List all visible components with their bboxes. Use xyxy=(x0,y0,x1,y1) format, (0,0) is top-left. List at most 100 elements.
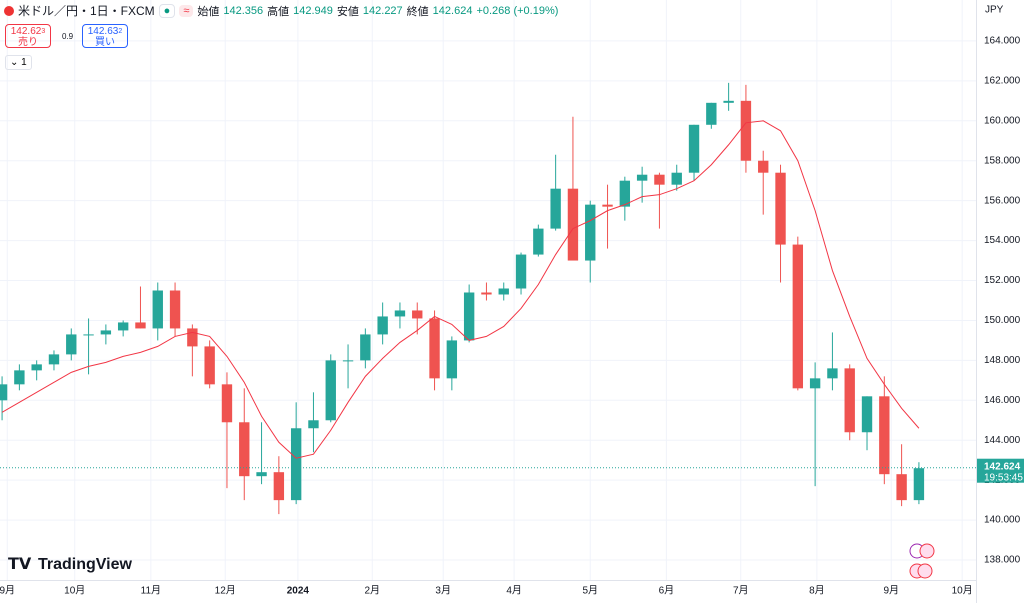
symbol[interactable]: 米ドル／円・1日・FXCM xyxy=(18,4,155,18)
candle-body xyxy=(567,188,579,261)
candle-body xyxy=(377,316,388,335)
y-tick-label: 156.000 xyxy=(984,195,1021,206)
candle-body xyxy=(135,322,146,329)
sell-button[interactable]: 142.623 売り xyxy=(5,24,51,48)
y-tick-label: 154.000 xyxy=(984,235,1021,246)
y-tick-label: 152.000 xyxy=(984,275,1021,286)
x-tick-label: 3月 xyxy=(435,585,451,597)
candle-body xyxy=(896,474,907,501)
candle-body xyxy=(844,368,855,433)
candle-body xyxy=(290,428,302,501)
candle-body xyxy=(619,180,631,207)
candle-body xyxy=(602,204,613,207)
candle-body xyxy=(775,172,786,245)
x-tick-label: 6月 xyxy=(659,585,675,597)
y-tick-label: 148.000 xyxy=(984,355,1021,366)
candle-body xyxy=(861,396,873,433)
candle-body xyxy=(463,292,475,341)
last-price-box xyxy=(977,458,1024,483)
moving-average xyxy=(1,120,920,459)
y-tick-label: 164.000 xyxy=(984,36,1021,47)
y-tick-label: 140.000 xyxy=(984,515,1021,526)
x-tick-label: 2月 xyxy=(364,585,380,597)
candle-body xyxy=(360,334,371,361)
candle-body xyxy=(481,292,492,295)
candle-body xyxy=(740,100,752,161)
x-tick-label: 11月 xyxy=(141,585,161,597)
candle-body xyxy=(429,318,440,379)
candle-body xyxy=(221,384,233,423)
y-tick-label: 150.000 xyxy=(984,315,1021,326)
event-icon[interactable] xyxy=(919,543,935,559)
candle-body xyxy=(48,354,60,365)
logo: TradingView xyxy=(38,556,133,573)
change: +0.268 (+0.19%) xyxy=(476,4,559,17)
y-tick-label: 158.000 xyxy=(984,155,1021,166)
indicator-toggle[interactable]: ⌄ 1 xyxy=(5,55,32,70)
candle-body xyxy=(879,396,890,475)
candle-body xyxy=(169,290,181,329)
sell-label: 売り xyxy=(18,37,38,48)
x-tick-label: 9月 xyxy=(0,585,15,597)
candle-body xyxy=(515,254,527,289)
x-tick-label: 8月 xyxy=(809,585,825,597)
buy-button[interactable]: 142.632 買い xyxy=(82,24,128,48)
high: 142.949 xyxy=(293,4,333,17)
candle-body xyxy=(636,174,648,181)
y-tick-label: 160.000 xyxy=(984,115,1021,126)
indicator-count: 1 xyxy=(21,57,27,68)
x-tick-label: 4月 xyxy=(506,585,522,597)
candle-body xyxy=(723,100,734,103)
sell-price: 142.62 xyxy=(10,26,42,37)
candle-body xyxy=(827,368,838,379)
low-label: 安値 xyxy=(336,5,359,18)
candle-body xyxy=(152,290,163,329)
open: 142.356 xyxy=(223,4,264,17)
candle-body xyxy=(187,328,198,347)
candle-body xyxy=(498,288,509,295)
candle-body xyxy=(671,172,682,185)
y-tick-label: 138.000 xyxy=(984,555,1021,566)
status-button[interactable]: ● xyxy=(158,3,176,18)
low: 142.227 xyxy=(362,4,403,17)
candle-body xyxy=(394,310,406,317)
candle-body xyxy=(809,378,821,389)
candle-body xyxy=(239,422,250,477)
candle-body xyxy=(66,334,77,355)
candle-body xyxy=(273,472,285,501)
close: 142.624 xyxy=(432,4,473,17)
x-tick-label: 9月 xyxy=(883,585,899,597)
candle-body xyxy=(117,322,129,331)
candle-body xyxy=(256,472,267,477)
buy-price: 142.63 xyxy=(87,26,119,37)
candle-body xyxy=(758,160,769,173)
x-tick-label: 2024 xyxy=(287,586,310,597)
y-tick-label: 144.000 xyxy=(984,435,1021,446)
header: 米ドル／円・1日・FXCM ● ≈ 始値 142.356 高値 142.949 安値… xyxy=(4,2,558,19)
y-tick-label: 146.000 xyxy=(984,395,1021,406)
candle-body xyxy=(0,384,8,401)
buy-sup: 2 xyxy=(118,28,123,35)
event-icon[interactable] xyxy=(917,563,933,579)
candle-body xyxy=(31,364,42,371)
candle-body xyxy=(100,330,112,335)
x-tick-label: 7月 xyxy=(733,585,749,597)
y-tick-label: 162.000 xyxy=(984,76,1021,87)
buy-label: 買い xyxy=(95,37,115,48)
candle-body xyxy=(654,174,665,185)
sell-sup: 3 xyxy=(41,28,46,35)
open-label: 始値 xyxy=(197,5,220,18)
close-label: 終値 xyxy=(406,5,429,18)
high-label: 高値 xyxy=(267,5,290,18)
x-tick-label: 10月 xyxy=(952,585,973,597)
countdown: 19:53:45 xyxy=(984,472,1023,483)
currency[interactable]: JPY xyxy=(985,5,1004,16)
candle-body xyxy=(14,370,25,385)
candle-body xyxy=(792,244,804,389)
market-button[interactable]: ≈ xyxy=(179,4,194,17)
candle-body xyxy=(706,102,717,125)
axis-border xyxy=(976,0,977,603)
x-tick-label: 12月 xyxy=(215,585,236,597)
